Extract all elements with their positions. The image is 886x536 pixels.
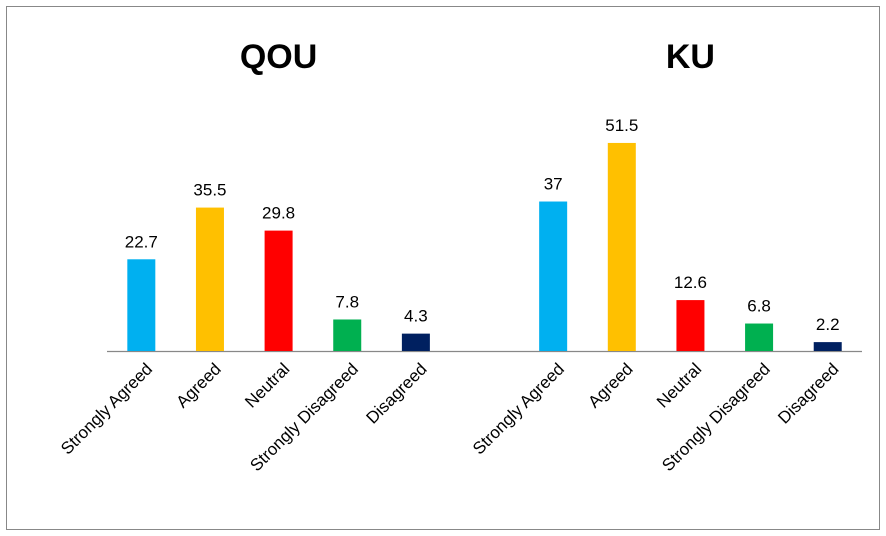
chart-title: KU: [666, 38, 715, 76]
data-label: 22.7: [125, 232, 158, 251]
data-label: 2.2: [816, 315, 840, 334]
data-label: 37: [544, 175, 563, 194]
bar: [195, 207, 224, 351]
bar: [333, 319, 362, 351]
bar: [745, 323, 774, 351]
bar: [127, 259, 156, 351]
data-label: 35.5: [193, 181, 226, 200]
bar: [401, 333, 430, 351]
data-label: 7.8: [335, 292, 359, 311]
bar: [264, 230, 293, 351]
data-label: 29.8: [262, 204, 295, 223]
bar: [539, 201, 568, 351]
data-label: 4.3: [404, 307, 428, 326]
bar: [607, 142, 636, 351]
data-label: 6.8: [747, 297, 771, 316]
bar: [813, 342, 842, 351]
data-label: 51.5: [605, 116, 638, 135]
chart-title: QOU: [240, 38, 317, 76]
data-label: 12.6: [674, 273, 707, 292]
bar: [676, 300, 705, 351]
